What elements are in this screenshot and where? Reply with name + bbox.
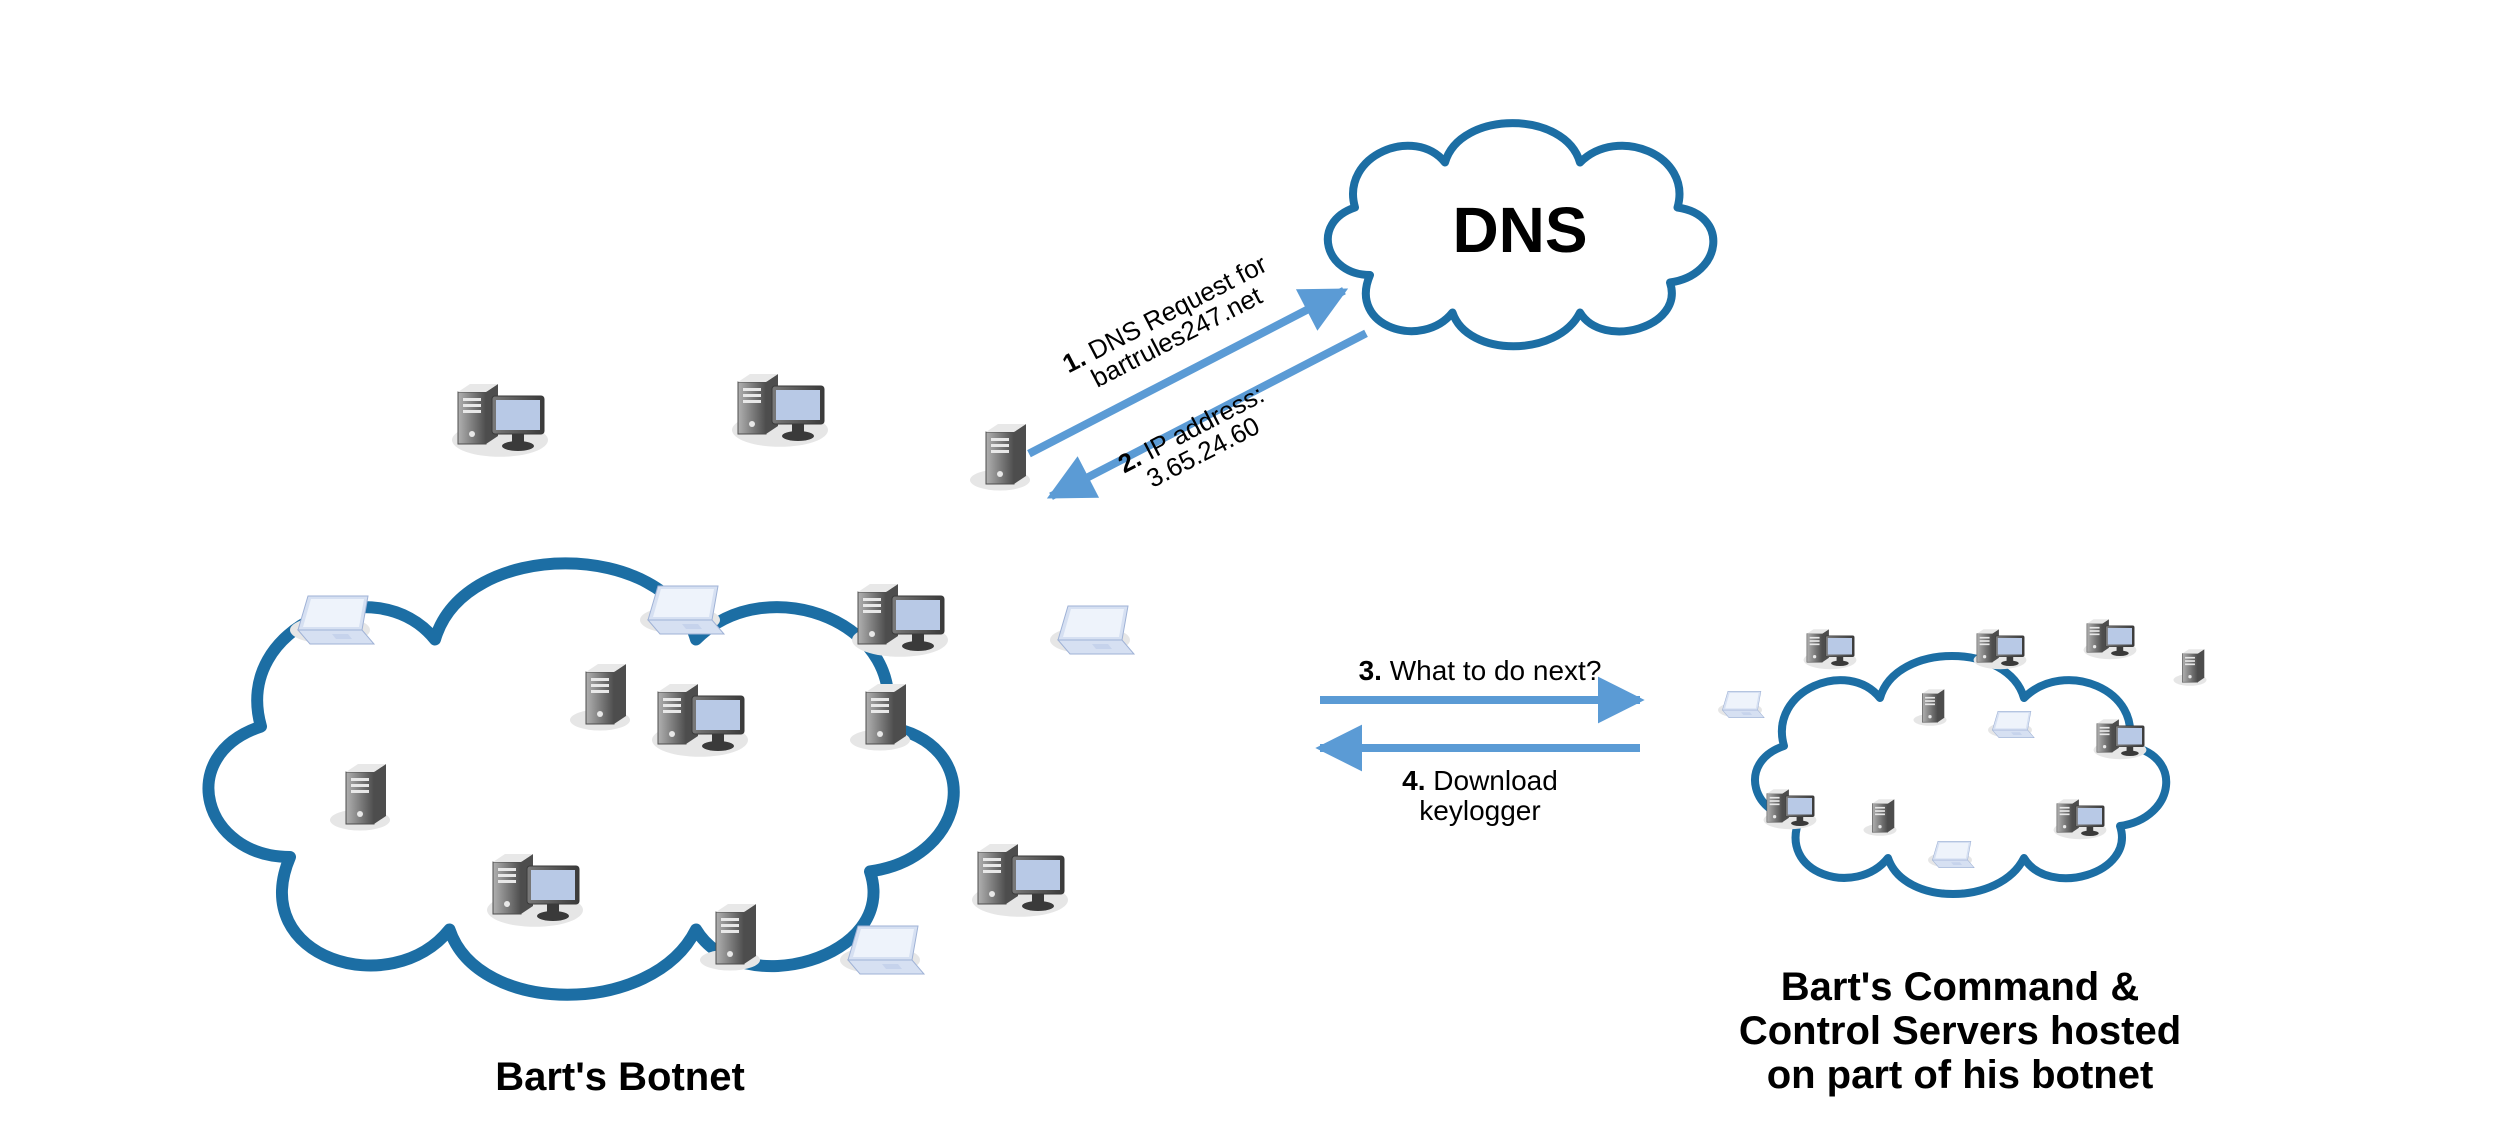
botnet-node-workstation-1	[732, 374, 828, 447]
cc-node-workstation-3	[1974, 629, 2027, 669]
cc-title: Bart's Command &Control Servers hostedon…	[1739, 965, 2181, 1097]
botnet-title: Bart's Botnet	[495, 1055, 745, 1099]
botnet-node-laptop-6	[1050, 606, 1134, 654]
label-cc-query: 3. What to do next?	[1359, 655, 1602, 686]
botnet-node-workstation-14	[972, 844, 1068, 917]
botnet-node-workstation-5	[852, 584, 948, 657]
cc-node-workstation-4	[2084, 619, 2137, 659]
botnet-node-server-2	[970, 424, 1030, 491]
botnet-node-laptop-3	[290, 596, 374, 644]
cc-node-server-5	[2174, 649, 2207, 686]
botnet-node-workstation-0	[452, 384, 548, 457]
svg-text:keylogger: keylogger	[1419, 795, 1540, 826]
svg-text:4. Download: 4. Download	[1402, 765, 1558, 796]
cc-node-workstation-1	[1804, 629, 1857, 669]
svg-text:3. What to do next?: 3. What to do next?	[1359, 655, 1602, 686]
label-cc-response: 4. Downloadkeylogger	[1402, 765, 1558, 826]
dns-label: DNS	[1452, 194, 1587, 266]
cc-node-laptop-0	[1718, 691, 1764, 717]
